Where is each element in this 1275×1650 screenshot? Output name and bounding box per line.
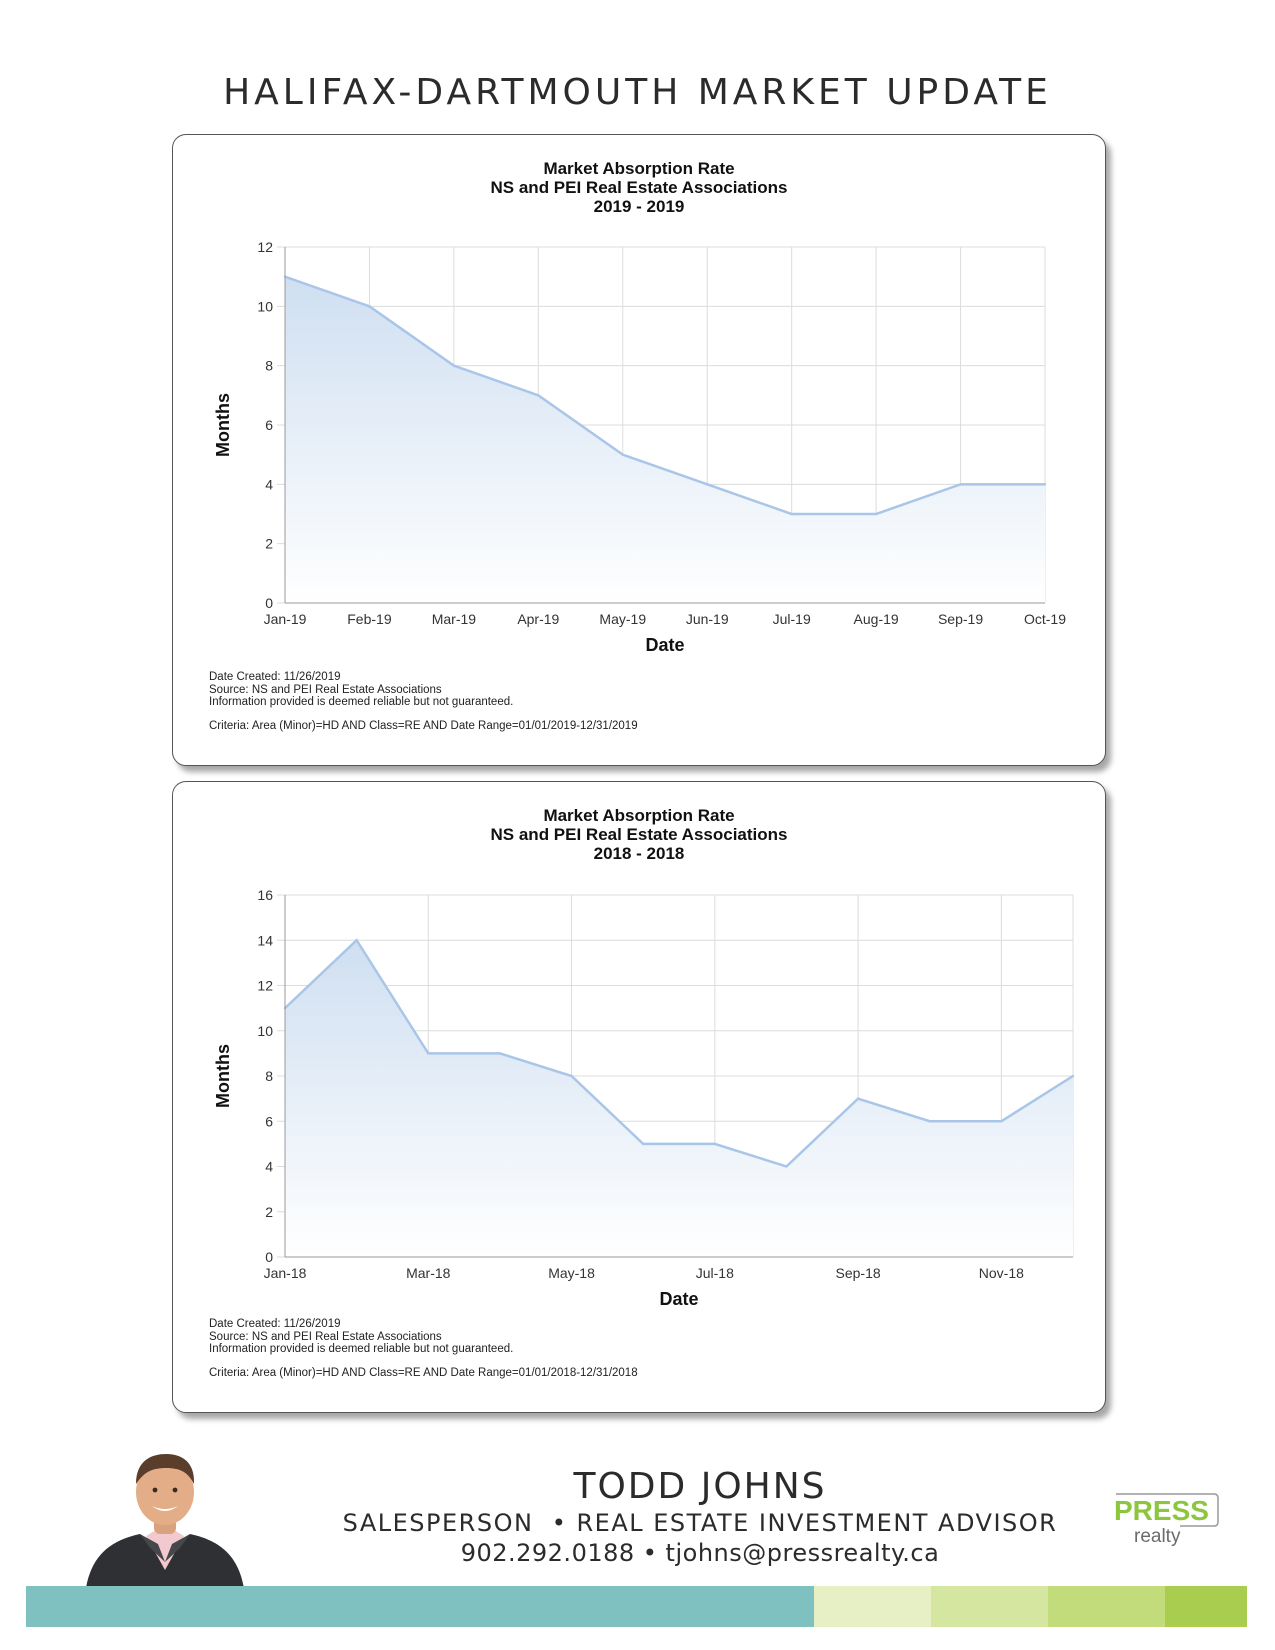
logo-word-press: PRESS: [1114, 1495, 1209, 1526]
y-tick-label: 14: [257, 932, 273, 948]
data-point: [706, 483, 709, 486]
y-axis-title: Months: [213, 1044, 233, 1108]
x-tick-label: Mar-18: [406, 1265, 451, 1281]
disclaimer: Information provided is deemed reliable …: [209, 696, 514, 708]
series-line: [284, 275, 1045, 516]
x-tick-label: Sep-18: [836, 1265, 881, 1281]
y-tick-label: 16: [257, 887, 273, 903]
source-note: Source: NS and PEI Real Estate Associati…: [209, 1330, 442, 1343]
x-axis-title: Date: [645, 635, 684, 655]
chart-footer: Date Created: 11/26/2019 Source: NS and …: [209, 671, 638, 732]
agent-name: TODD JOHNS: [573, 1466, 827, 1507]
data-point: [537, 394, 540, 397]
agent-role: SALESPERSON • REAL ESTATE INVESTMENT ADV…: [342, 1509, 1058, 1537]
x-tick-label: Aug-19: [854, 611, 899, 627]
data-point: [427, 1052, 430, 1055]
teal-stripe: [26, 1586, 814, 1627]
footer-color-bar: [26, 1586, 1247, 1627]
data-point: [1043, 483, 1047, 486]
data-point: [621, 453, 624, 456]
green-stripe-1: [814, 1586, 931, 1627]
y-tick-label: 4: [265, 1159, 273, 1175]
date-created: Date Created: 11/26/2019: [209, 1318, 341, 1330]
data-point: [452, 364, 456, 367]
x-tick-label: Jan-19: [264, 611, 307, 627]
x-axis-title: Date: [659, 1289, 698, 1309]
agent-portrait-icon: [86, 1454, 244, 1588]
chart-header: Market Absorption Rate NS and PEI Real E…: [173, 806, 1105, 863]
x-tick-label: Jul-19: [773, 611, 811, 627]
data-point: [856, 1097, 860, 1100]
chart-plot-2018: 0 2 4 6 8 10 12 14 16 Jan-18 Mar-18 May-18 Jul-18 Sep…: [213, 887, 1075, 1309]
chart-title: Market Absorption Rate: [543, 806, 735, 825]
page-title: HALIFAX-DARTMOUTH MARKET UPDATE: [223, 72, 1052, 113]
y-tick-label: 6: [265, 1113, 273, 1129]
x-tick-label: Apr-19: [517, 611, 559, 627]
x-tick-label: May-18: [548, 1265, 595, 1281]
green-stripe-3: [1048, 1586, 1165, 1627]
chart-plot-2019: 0 2 4 6 8 10 12 Jan-19 Feb-19 Mar-19 Apr-19 May-19 J…: [213, 239, 1066, 655]
y-tick-label: 8: [265, 358, 273, 374]
agent-contact: 902.292.0188 • tjohns@pressrealty.ca: [460, 1539, 940, 1567]
series-line: [284, 938, 1074, 1168]
x-tick-label: Oct-19: [1024, 611, 1066, 627]
y-tick-label: 2: [265, 1204, 273, 1220]
data-point: [713, 1142, 717, 1146]
data-point: [785, 1165, 788, 1168]
data-point: [1071, 1074, 1075, 1078]
data-point: [874, 512, 878, 516]
data-point: [498, 1052, 502, 1055]
data-point: [959, 483, 962, 486]
y-tick-label: 12: [257, 978, 273, 994]
logo-word-realty: realty: [1134, 1526, 1181, 1547]
chart-title: Market Absorption Rate: [543, 159, 735, 178]
press-realty-logo: PRESS realty: [1114, 1493, 1219, 1547]
data-point: [355, 939, 358, 942]
green-stripe-2: [931, 1586, 1048, 1627]
data-point: [570, 1074, 573, 1078]
chart-subtitle: NS and PEI Real Estate Associations: [490, 825, 788, 844]
criteria: Criteria: Area (Minor)=HD AND Class=RE A…: [209, 719, 638, 732]
green-stripe-4: [1165, 1586, 1247, 1627]
y-tick-label: 4: [265, 476, 273, 492]
y-tick-label: 12: [257, 239, 273, 255]
chart-header: Market Absorption Rate NS and PEI Real E…: [173, 159, 1105, 216]
x-tick-label: Jun-19: [686, 611, 729, 627]
chart-year-range: 2019 - 2019: [593, 197, 685, 216]
data-point: [928, 1120, 931, 1123]
series-area-fill: [285, 940, 1073, 1257]
chart-footer: Date Created: 11/26/2019 Source: NS and …: [209, 1318, 638, 1379]
y-axis-title: Months: [213, 393, 233, 457]
x-tick-label: Feb-19: [347, 611, 392, 627]
agent-contact-block: TODD JOHNS SALESPERSON • REAL ESTATE INV…: [300, 1466, 1100, 1568]
data-point: [1000, 1120, 1003, 1123]
criteria: Criteria: Area (Minor)=HD AND Class=RE A…: [209, 1366, 638, 1379]
x-tick-label: Mar-19: [432, 611, 477, 627]
data-point: [641, 1142, 645, 1146]
x-tick-label: Nov-18: [979, 1265, 1024, 1281]
data-point: [368, 305, 371, 308]
y-tick-label: 10: [257, 298, 273, 314]
x-tick-label: Jan-18: [264, 1265, 307, 1281]
y-tick-label: 6: [265, 417, 273, 433]
x-tick-label: May-19: [599, 611, 646, 627]
chart-card-2018: Market Absorption Rate NS and PEI Real E…: [172, 781, 1106, 1413]
date-created: Date Created: 11/26/2019: [209, 671, 341, 683]
chart-subtitle: NS and PEI Real Estate Associations: [490, 178, 788, 197]
source-note: Source: NS and PEI Real Estate Associati…: [209, 683, 442, 696]
y-tick-label: 8: [265, 1068, 273, 1084]
x-tick-label: Sep-19: [938, 611, 983, 627]
y-tick-label: 10: [257, 1023, 273, 1039]
y-tick-label: 2: [265, 536, 273, 552]
chart-year-range: 2018 - 2018: [593, 844, 685, 863]
data-point: [790, 512, 793, 516]
disclaimer: Information provided is deemed reliable …: [209, 1343, 514, 1355]
series-area-fill: [285, 276, 1045, 603]
y-tick-label: 0: [265, 595, 273, 611]
chart-card-2019: Market Absorption Rate NS and PEI Real E…: [172, 134, 1106, 766]
x-tick-label: Jul-18: [696, 1265, 734, 1281]
y-tick-label: 0: [265, 1249, 273, 1265]
